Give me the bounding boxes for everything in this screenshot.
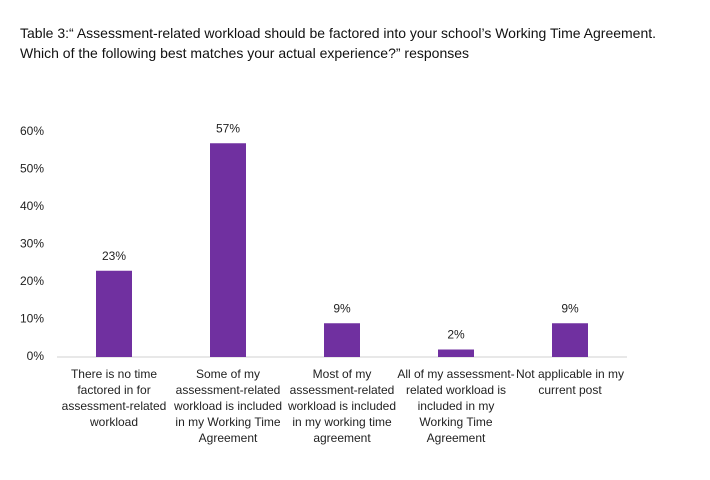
x-tick-label: Most of my assessment-related workload i…: [287, 367, 397, 445]
bar: [552, 323, 588, 357]
chart-title: Which of the following best matches your…: [20, 45, 470, 61]
bar: [96, 270, 132, 357]
x-tick-label: Not applicable in my current post: [515, 367, 625, 397]
value-label: 57%: [216, 121, 240, 135]
bar: [324, 323, 360, 357]
x-tick-label: Some of my assessment-related workload i…: [173, 367, 283, 445]
y-tick-label: 20%: [20, 274, 44, 288]
bar: [438, 349, 474, 357]
value-label: 2%: [447, 328, 465, 342]
x-tick-label: All of my assessment-related workload is…: [397, 367, 515, 445]
y-tick-label: 10%: [20, 312, 44, 326]
value-label: 9%: [561, 301, 579, 315]
y-tick-label: 30%: [20, 237, 44, 251]
y-tick-label: 0%: [27, 349, 45, 363]
value-label: 9%: [333, 301, 351, 315]
y-tick-label: 40%: [20, 199, 44, 213]
chart-title: Table 3:“ Assessment-related workload sh…: [20, 25, 657, 41]
y-tick-label: 60%: [20, 124, 44, 138]
bar: [210, 143, 246, 357]
x-tick-label: There is no time factored in for assessm…: [61, 367, 167, 429]
value-label: 23%: [102, 249, 126, 263]
y-tick-label: 50%: [20, 162, 44, 176]
